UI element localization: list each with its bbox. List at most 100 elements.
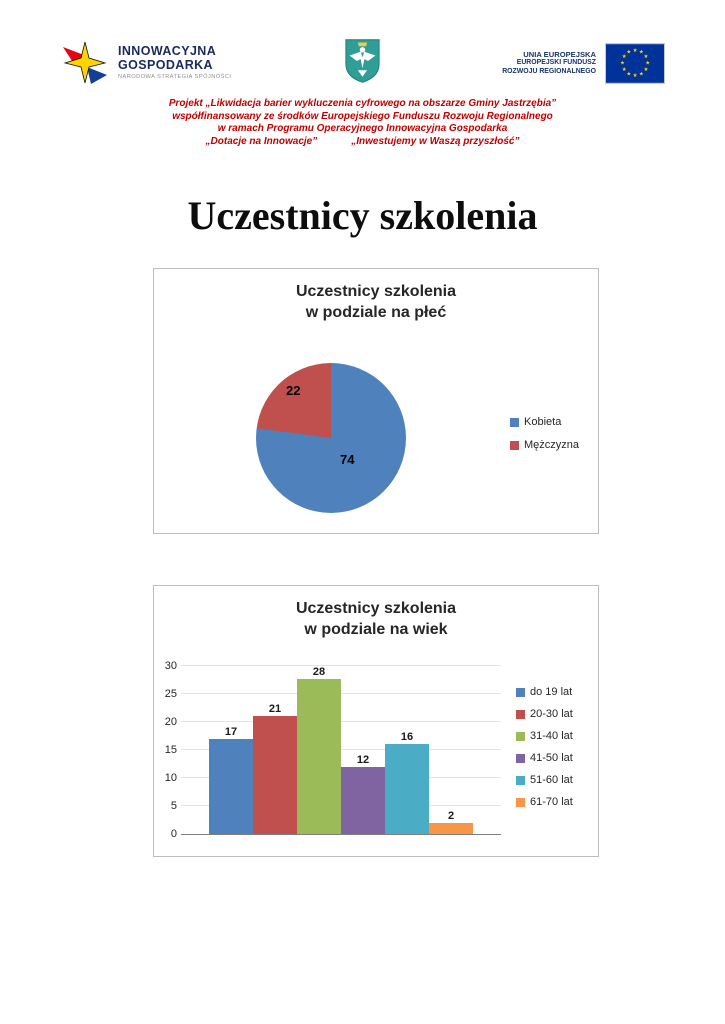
y-axis-tick-label: 20	[164, 716, 177, 728]
bar-legend: do 19 lat 20-30 lat 31-40 lat 41-50 lat 51-6…	[516, 686, 573, 808]
bar	[341, 766, 385, 834]
legend-swatch	[516, 709, 525, 719]
bar-column: 17	[209, 666, 253, 834]
bar-column: 28	[297, 666, 341, 834]
y-axis-tick-label: 5	[170, 800, 177, 812]
innowacyjna-gospodarka-logo: INNOWACYJNA GOSPODARKA NARODOWA STRATEGI…	[60, 38, 231, 88]
bar	[429, 822, 473, 834]
svg-text:★: ★	[639, 49, 644, 55]
gridline	[181, 749, 501, 750]
svg-text:★: ★	[644, 54, 649, 60]
eu-line-2: EUROPEJSKI FUNDUSZ	[516, 59, 596, 67]
legend-swatch	[516, 731, 525, 741]
pie-legend: Kobieta Mężczyzna	[510, 416, 579, 451]
bar-value-label: 2	[447, 809, 455, 822]
eagle-crest-icon	[345, 38, 380, 83]
logo-header: INNOWACYJNA GOSPODARKA NARODOWA STRATEGI…	[60, 30, 665, 96]
eu-flag-icon: ★ ★★ ★★★ ★★★ ★★★	[605, 42, 665, 84]
legend-label: 31-40 lat	[530, 730, 573, 742]
legend-item: Kobieta	[510, 416, 579, 428]
pie-value-kobieta: 74	[340, 452, 355, 467]
svg-text:★: ★	[645, 60, 650, 66]
y-axis-tick-label: 0	[170, 828, 177, 840]
pie-chart-title-line-1: Uczestnicy szkolenia	[295, 283, 457, 300]
svg-text:★: ★	[633, 47, 638, 53]
legend-label: 51-60 lat	[530, 774, 573, 786]
bar-value-label: 21	[268, 703, 282, 716]
bar-column: 21	[253, 666, 297, 834]
svg-text:★: ★	[644, 66, 649, 72]
bar	[209, 738, 253, 834]
svg-text:★: ★	[626, 71, 631, 77]
svg-text:★: ★	[622, 54, 627, 60]
bar	[253, 716, 297, 834]
legend-label: do 19 lat	[530, 686, 573, 698]
legend-item: do 19 lat	[516, 686, 573, 698]
pie-chart-box: Uczestnicy szkolenia w podziale na płeć …	[153, 268, 599, 534]
bar	[297, 679, 341, 834]
star-logo-icon	[63, 41, 107, 84]
page-title: Uczestnicy szkolenia	[187, 192, 538, 238]
legend-item: 51-60 lat	[516, 774, 573, 786]
bar-column: 16	[385, 666, 429, 834]
project-note-line-4: „Dotacje na Innowacje” „Inwestujemy w Was…	[0, 136, 725, 149]
legend-label: 61-70 lat	[530, 796, 573, 808]
legend-item: 31-40 lat	[516, 730, 573, 742]
project-note-line-1: Projekt „Likwidacja barier wykluczenia c…	[168, 98, 557, 109]
bar-chart-title: Uczestnicy szkolenia w podziale na wiek	[154, 598, 598, 640]
y-axis-tick-label: 15	[164, 744, 177, 756]
bar-value-label: 12	[356, 753, 370, 766]
svg-text:★: ★	[633, 73, 638, 79]
project-note-motto-1: „Dotacje na Innowacje”	[205, 135, 318, 147]
legend-item: 61-70 lat	[516, 796, 573, 808]
eu-line-3: ROZWOJU REGIONALNEGO	[502, 67, 596, 75]
legend-item: 20-30 lat	[516, 708, 573, 720]
bar-chart-title-line-2: w podziale na wiek	[304, 621, 448, 638]
legend-label: Kobieta	[524, 416, 562, 428]
eu-line-1: UNIA EUROPEJSKA	[523, 49, 596, 59]
legend-label: Mężczyzna	[524, 439, 580, 451]
gridline	[181, 721, 501, 722]
bar-value-label: 17	[224, 725, 238, 738]
legend-item: Mężczyzna	[510, 439, 579, 451]
legend-item: 41-50 lat	[516, 752, 573, 764]
bar-column: 2	[429, 666, 473, 834]
svg-text:★: ★	[620, 60, 625, 66]
gridline	[181, 665, 501, 666]
pie-chart-area: 22 74	[246, 353, 416, 523]
legend-label: 41-50 lat	[530, 752, 573, 764]
gridline	[181, 693, 501, 694]
bar-chart-box: Uczestnicy szkolenia w podziale na wiek …	[153, 585, 599, 857]
project-note-line-2: współfinansowany ze środków Europejskieg…	[172, 110, 553, 122]
svg-text:★: ★	[639, 71, 644, 77]
eu-logo: UNIA EUROPEJSKA EUROPEJSKI FUNDUSZ ROZWO…	[502, 42, 665, 84]
bar-value-label: 28	[312, 666, 326, 678]
legend-swatch	[510, 440, 519, 450]
legend-swatch	[510, 417, 519, 427]
y-axis-tick-label: 10	[164, 772, 177, 784]
pie-chart-title: Uczestnicy szkolenia w podziale na płeć	[154, 281, 598, 323]
bar-plot: 17 21 28 12 16 2	[181, 665, 501, 835]
bar-column: 12	[341, 666, 385, 834]
svg-text:★: ★	[622, 66, 627, 72]
bar	[385, 744, 429, 834]
legend-swatch	[516, 687, 525, 697]
project-note-line-3: w ramach Programu Operacyjnego Innowacyj…	[217, 123, 508, 134]
legend-label: 20-30 lat	[530, 708, 573, 720]
logo-line-2: GOSPODARKA	[118, 57, 213, 72]
pie-chart-title-line-2: w podziale na płeć	[305, 304, 447, 321]
project-note-motto-2: „Inwestujemy w Waszą przyszłość”	[351, 135, 520, 147]
logo-tagline: NARODOWA STRATEGIA SPÓJNOŚCI	[118, 73, 232, 80]
legend-swatch	[516, 753, 525, 763]
innowacyjna-gospodarka-text: INNOWACYJNA GOSPODARKA NARODOWA STRATEGI…	[118, 45, 231, 80]
bar-y-axis: 0 5 10 15 20 25 30	[154, 660, 177, 840]
project-note: Projekt „Likwidacja barier wykluczenia c…	[0, 98, 725, 148]
pie-chart	[256, 363, 406, 513]
logo-line-1: INNOWACYJNA	[118, 44, 217, 59]
gmina-crest	[344, 36, 381, 91]
eu-text: UNIA EUROPEJSKA EUROPEJSKI FUNDUSZ ROZWO…	[502, 50, 596, 77]
legend-swatch	[516, 797, 525, 807]
svg-text:★: ★	[626, 49, 631, 55]
legend-swatch	[516, 775, 525, 785]
